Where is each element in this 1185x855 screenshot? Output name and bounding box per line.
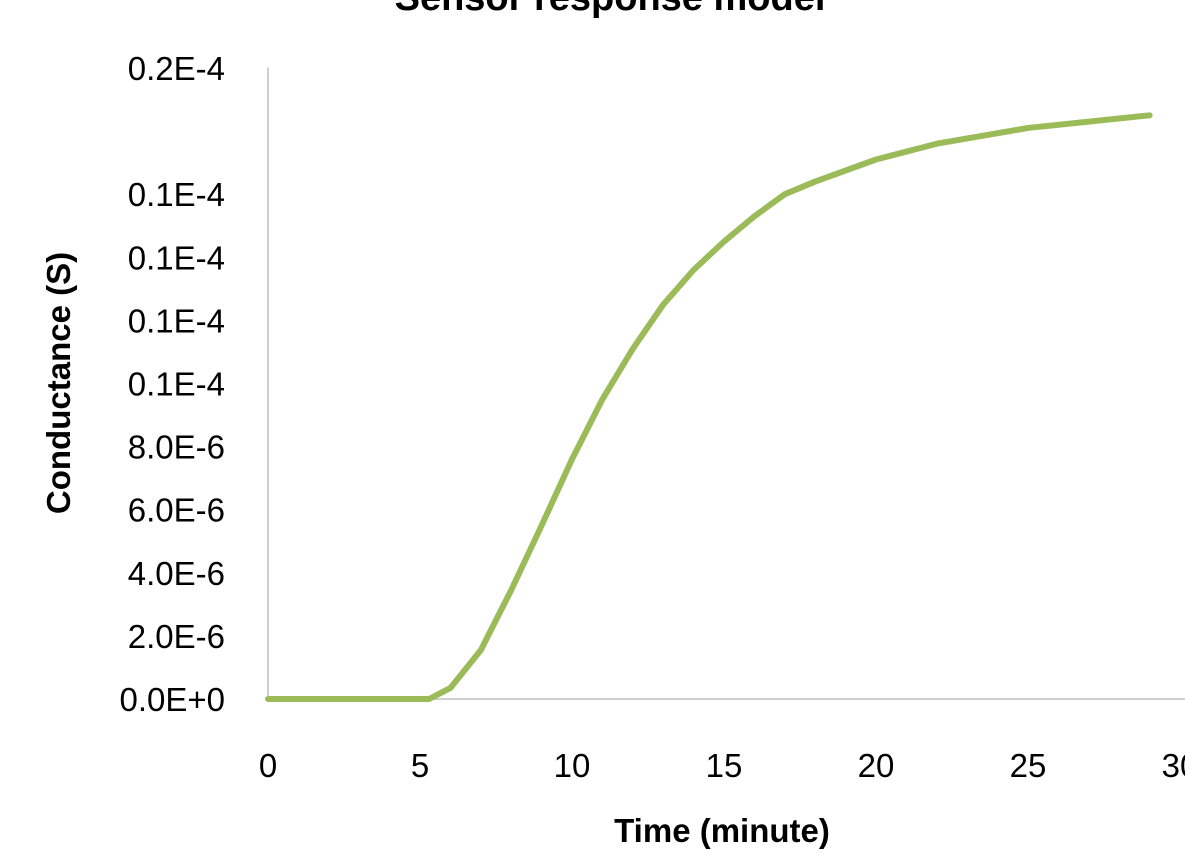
chart-title: Sensor response model (395, 0, 826, 19)
y-tick-label: 0.0E+0 (119, 681, 225, 718)
x-tick-label: 10 (554, 747, 591, 784)
x-tick-label: 0 (259, 747, 277, 784)
x-tick-label: 25 (1010, 747, 1047, 784)
y-axis-title: Conductance (S) (40, 252, 77, 514)
y-tick-label: 2.0E-6 (128, 618, 225, 655)
y-tick-label: 0.1E-4 (128, 176, 225, 213)
x-tick-label: 15 (706, 747, 743, 784)
x-axis-title: Time (minute) (614, 812, 830, 849)
x-tick-label: 5 (411, 747, 429, 784)
y-tick-label: 0.1E-4 (128, 302, 225, 339)
y-tick-label: 6.0E-6 (128, 492, 225, 529)
y-tick-label: 4.0E-6 (128, 555, 225, 592)
x-tick-label: 30 (1162, 747, 1185, 784)
y-tick-label: 0.1E-4 (128, 366, 225, 403)
y-tick-label: 0.1E-4 (128, 239, 225, 276)
series-line (265, 112, 1153, 702)
x-tick-label: 20 (858, 747, 895, 784)
y-tick-label: 8.0E-6 (128, 429, 225, 466)
y-tick-label: 0.2E-4 (128, 50, 225, 87)
